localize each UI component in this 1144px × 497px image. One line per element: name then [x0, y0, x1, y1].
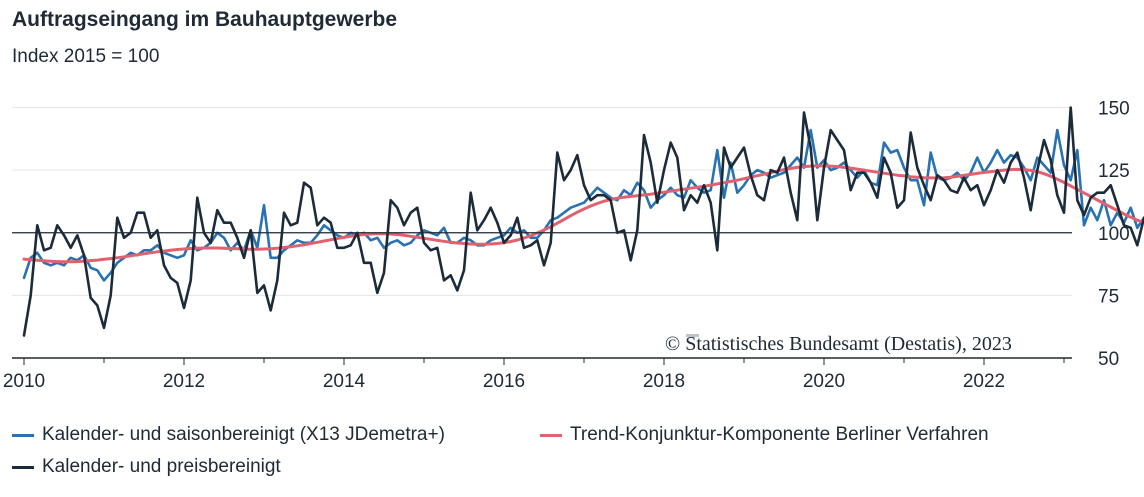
legend-swatch-price — [12, 465, 34, 469]
y-tick-label-100: 100 — [1098, 224, 1130, 245]
x-tick-label-2010: 2010 — [3, 371, 45, 392]
copyright-text: © Statistisches Bundesamt (Destatis), 20… — [665, 333, 1012, 355]
y-tick-label-150: 150 — [1098, 99, 1130, 120]
y-tick-label-50: 50 — [1098, 349, 1119, 370]
chart-subtitle: Index 2015 = 100 — [12, 46, 160, 67]
destatis-logo-icon — [686, 334, 699, 337]
x-tick-label-2016: 2016 — [483, 371, 525, 392]
copyright-notice: © Statistisches Bundesamt (Destatis), 20… — [665, 333, 1012, 355]
y-tick-label-125: 125 — [1098, 161, 1130, 182]
legend-item-trend[interactable]: Trend-Konjunktur-Komponente Berliner Ver… — [540, 424, 989, 446]
legend-label-trend: Trend-Konjunktur-Komponente Berliner Ver… — [570, 424, 989, 445]
legend-swatch-seasonal — [12, 433, 34, 437]
legend-label-price: Kalender- und preisbereinigt — [42, 456, 281, 477]
legend-item-seasonal[interactable]: Kalender- und saisonbereinigt (X13 JDeme… — [12, 424, 445, 446]
x-tick-label-2012: 2012 — [163, 371, 205, 392]
grid-layer — [12, 107, 1072, 296]
legend-swatch-trend — [540, 433, 562, 437]
line-chart: 50 75 100 125 150 2010 2012 2014 2016 2018 2020 202… — [3, 99, 1144, 392]
y-tick-label-75: 75 — [1098, 286, 1119, 307]
legend-label-seasonal: Kalender- und saisonbereinigt (X13 JDeme… — [42, 424, 445, 445]
x-tick-label-2022: 2022 — [963, 371, 1005, 392]
legend-item-price[interactable]: Kalender- und preisbereinigt — [12, 456, 281, 478]
series-price-adjusted — [22, 106, 1144, 337]
x-tick-label-2014: 2014 — [323, 371, 366, 392]
x-tick-label-2018: 2018 — [643, 371, 685, 392]
series-layer — [22, 106, 1144, 337]
x-tick-label-2020: 2020 — [803, 371, 845, 392]
series-trend-component — [22, 164, 1144, 264]
axis-layer: 50 75 100 125 150 2010 2012 2014 2016 2018 2020 202… — [3, 99, 1130, 392]
chart-title: Auftragseingang im Bauhauptgewerbe — [12, 8, 398, 31]
